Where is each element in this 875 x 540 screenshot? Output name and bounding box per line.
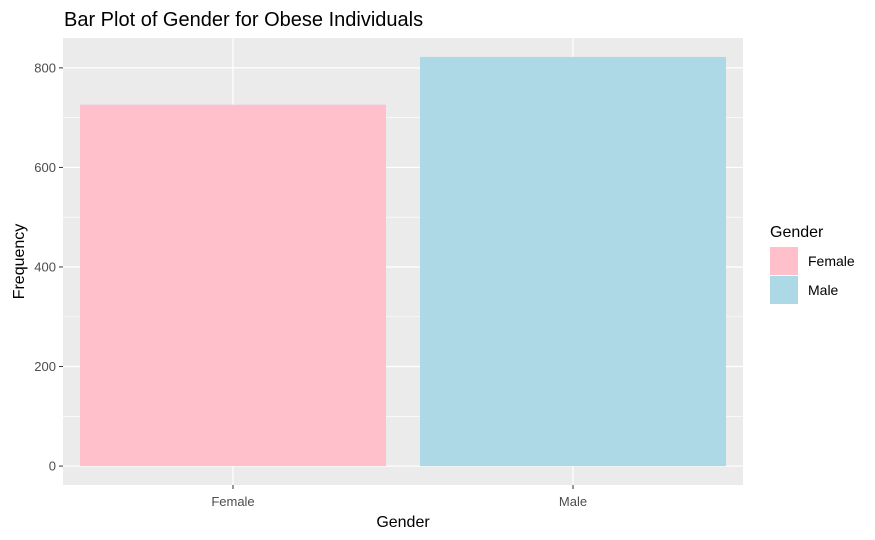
x-axis-ticks: Female Male [211, 485, 587, 509]
legend: Gender Female Male [770, 224, 855, 304]
legend-key-male [770, 276, 798, 304]
y-tick-label: 400 [34, 259, 56, 274]
x-tick-label-male: Male [559, 494, 587, 509]
legend-title: Gender [770, 224, 824, 241]
y-axis-title: Frequency [11, 224, 28, 300]
chart-title: Bar Plot of Gender for Obese Individuals [64, 9, 423, 31]
legend-items: Female Male [770, 247, 855, 304]
legend-key-female [770, 247, 798, 275]
bar-female [80, 104, 386, 467]
bars-group [80, 56, 726, 467]
bar-male [420, 56, 726, 467]
legend-label-female: Female [808, 253, 855, 269]
y-axis-ticks: 0 200 400 600 800 [34, 60, 63, 474]
y-tick-label: 800 [34, 60, 56, 75]
y-tick-label: 200 [34, 359, 56, 374]
y-tick-label: 0 [49, 459, 56, 474]
y-tick-label: 600 [34, 160, 56, 175]
x-tick-label-female: Female [211, 494, 254, 509]
legend-label-male: Male [808, 282, 839, 298]
x-axis-title: Gender [376, 514, 430, 531]
